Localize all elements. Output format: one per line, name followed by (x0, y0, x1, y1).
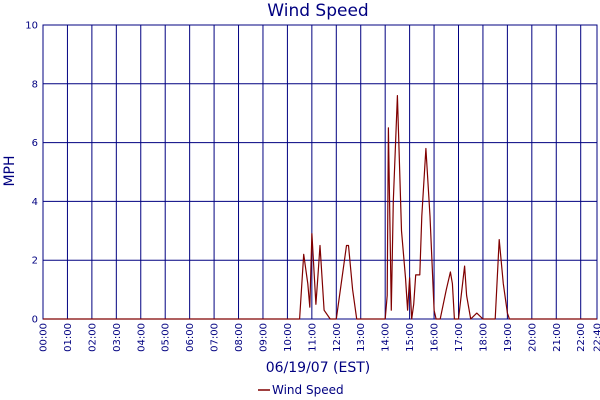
x-tick-label: 01:00 (63, 323, 74, 352)
y-tick-label: 4 (32, 197, 38, 208)
series-line-wind-speed (43, 94, 597, 320)
x-tick-label: 19:00 (503, 323, 514, 352)
x-tick-label: 22:40 (593, 323, 600, 352)
x-tick-label: 06:00 (185, 323, 196, 352)
x-tick-label: 13:00 (356, 323, 367, 352)
y-tick-label: 0 (32, 315, 38, 326)
chart-title: Wind Speed (267, 1, 368, 21)
x-tick-label: 18:00 (478, 323, 489, 352)
legend: Wind Speed (258, 383, 344, 397)
x-tick-label: 05:00 (161, 323, 172, 352)
x-tick-label: 20:00 (527, 323, 538, 352)
y-tick-label: 2 (32, 256, 38, 267)
y-tick-label: 8 (32, 79, 38, 90)
x-tick-label: 07:00 (210, 323, 221, 352)
x-tick-label: 08:00 (234, 323, 245, 352)
x-tick-label: 04:00 (136, 323, 147, 352)
y-tick-label: 10 (25, 21, 38, 32)
plot-area (42, 24, 598, 320)
x-tick-label: 10:00 (283, 323, 294, 352)
x-tick-label: 16:00 (430, 323, 441, 352)
x-tick-label: 00:00 (39, 323, 50, 352)
x-axis-ticks: 00:00 01:00 02:00 03:00 04:00 05:00 06:00 07:00… (39, 323, 600, 352)
x-axis-title: 06/19/07 (EST) (266, 360, 371, 376)
grid-lines (42, 24, 598, 320)
series-layer (43, 94, 597, 320)
x-tick-label: 02:00 (87, 323, 98, 352)
x-tick-label: 22:00 (576, 323, 587, 352)
x-tick-label: 11:00 (307, 323, 318, 352)
legend-label-wind-speed: Wind Speed (272, 383, 344, 397)
y-axis-title: MPH (2, 155, 18, 186)
x-tick-label: 21:00 (552, 323, 563, 352)
y-tick-label: 6 (32, 138, 38, 149)
x-tick-label: 12:00 (332, 323, 343, 352)
x-tick-label: 03:00 (112, 323, 123, 352)
x-tick-label: 17:00 (454, 323, 465, 352)
x-tick-label: 14:00 (381, 323, 392, 352)
y-axis-ticks: 0 2 4 6 8 10 (25, 21, 38, 326)
x-tick-label: 15:00 (405, 323, 416, 352)
x-tick-label: 09:00 (258, 323, 269, 352)
